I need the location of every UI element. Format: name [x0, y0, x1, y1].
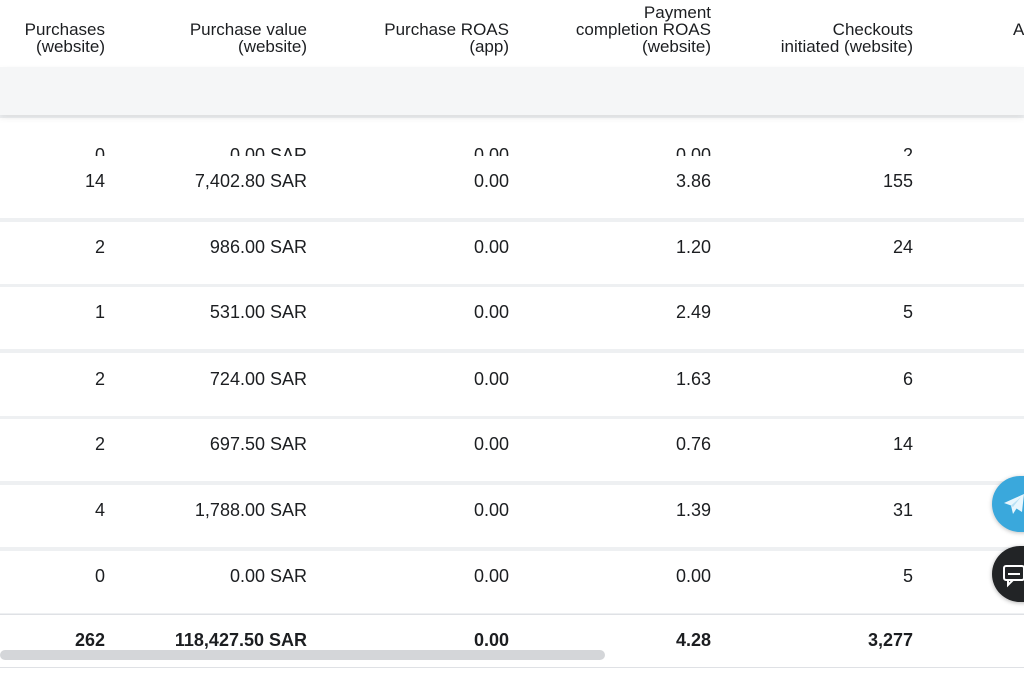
telegram-icon	[1004, 494, 1024, 514]
column-header-checkouts-initiated[interactable]: Checkouts initiated (website)	[780, 20, 913, 56]
cell-purchase-value: 1,788.00 SAR	[194, 500, 307, 520]
cell-payment-completion-roas: 3.86	[675, 171, 711, 191]
cell-purchases: 2	[94, 237, 105, 257]
total-payment-completion-roas: 4.28	[675, 630, 711, 650]
cell-checkouts-initiated: 155	[882, 171, 913, 191]
cell-purchase-roas-app: 0.00	[473, 500, 509, 520]
cell-purchase-value: 697.50 SAR	[209, 434, 307, 454]
table-header: Purchases (website) Purchase value (webs…	[0, 0, 1024, 67]
cell-purchases: 2	[94, 369, 105, 389]
column-header-purchase-value[interactable]: Purchase value (website)	[189, 20, 307, 56]
cell-checkouts-initiated: 14	[892, 434, 913, 454]
cell-checkouts-initiated: 5	[902, 566, 913, 586]
total-checkouts-initiated: 3,277	[867, 630, 913, 650]
cell-purchases: 0	[94, 145, 105, 165]
cell-purchase-roas-app: 0.00	[473, 369, 509, 389]
chat-icon	[1003, 565, 1024, 588]
cell-purchases: 2	[94, 434, 105, 454]
cell-purchase-value: 986.00 SAR	[209, 237, 307, 257]
cell-payment-completion-roas: 0.76	[675, 434, 711, 454]
column-header-next-partial[interactable]: A	[1013, 20, 1024, 39]
cell-purchase-roas-app: 0.00	[473, 302, 509, 322]
cell-purchase-roas-app: 0.00	[473, 566, 509, 586]
cell-purchase-roas-app: 0.00	[473, 434, 509, 454]
total-purchase-roas-app: 0.00	[473, 630, 509, 650]
table-row[interactable]: 2 697.50 SAR 0.00 0.76 14	[0, 419, 1024, 485]
telegram-button[interactable]	[992, 476, 1024, 532]
cell-checkouts-initiated: 2	[902, 145, 913, 165]
table-subheader	[0, 67, 1024, 115]
cell-purchases: 4	[94, 500, 105, 520]
cell-purchase-value: 724.00 SAR	[209, 369, 307, 389]
cell-purchases: 0	[94, 566, 105, 586]
table-row[interactable]: 14 7,402.80 SAR 0.00 3.86 155	[0, 156, 1024, 222]
total-purchase-value: 118,427.50 SAR	[174, 630, 307, 650]
cell-payment-completion-roas: 2.49	[675, 302, 711, 322]
cell-purchase-roas-app: 0.00	[473, 237, 509, 257]
total-purchases: 262	[74, 630, 105, 650]
column-header-purchase-roas-app[interactable]: Purchase ROAS (app)	[384, 20, 509, 56]
cell-payment-completion-roas: 1.20	[675, 237, 711, 257]
cell-purchases: 14	[84, 171, 105, 191]
table-row[interactable]: 2 986.00 SAR 0.00 1.20 24	[0, 222, 1024, 288]
cell-payment-completion-roas: 0.00	[675, 566, 711, 586]
table-row[interactable]: 4 1,788.00 SAR 0.00 1.39 31	[0, 485, 1024, 551]
table-row[interactable]: 1 531.00 SAR 0.00 2.49 5	[0, 287, 1024, 353]
cell-purchase-value: 7,402.80 SAR	[194, 171, 307, 191]
cell-payment-completion-roas: 1.63	[675, 369, 711, 389]
table-row[interactable]: 2 724.00 SAR 0.00 1.63 6	[0, 354, 1024, 420]
cell-checkouts-initiated: 6	[902, 369, 913, 389]
cell-purchase-value: 531.00 SAR	[209, 302, 307, 322]
cell-checkouts-initiated: 5	[902, 302, 913, 322]
cell-checkouts-initiated: 24	[892, 237, 913, 257]
horizontal-scrollbar[interactable]	[0, 650, 605, 660]
cell-purchase-value: 0.00 SAR	[229, 566, 307, 586]
table-row[interactable]: 0 0.00 SAR 0.00 0.00 5	[0, 551, 1024, 617]
cell-payment-completion-roas: 1.39	[675, 500, 711, 520]
cell-purchase-roas-app: 0.00	[473, 171, 509, 191]
column-header-payment-completion-roas[interactable]: Payment completion ROAS (website)	[575, 3, 711, 56]
column-header-purchases[interactable]: Purchases (website)	[24, 20, 105, 56]
cell-checkouts-initiated: 31	[892, 500, 913, 520]
cell-purchases: 1	[94, 302, 105, 322]
